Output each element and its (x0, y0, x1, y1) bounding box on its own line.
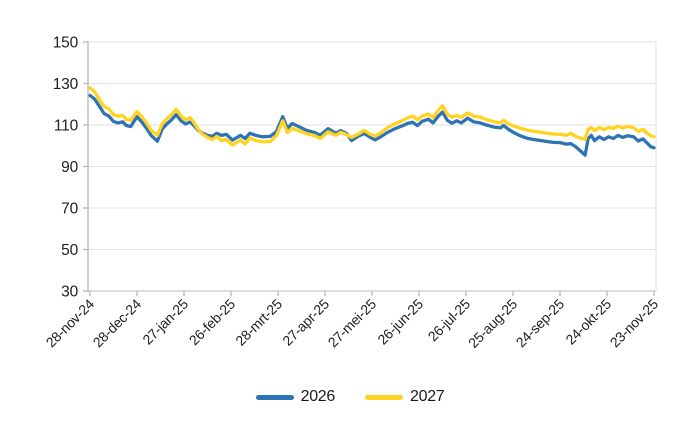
series-2026-line (88, 93, 656, 157)
y-tick-label: 50 (61, 242, 78, 259)
legend-swatch (255, 394, 294, 400)
y-tick-label: 150 (53, 35, 79, 52)
legend-label: 2027 (410, 388, 445, 405)
y-tick-label: 70 (61, 201, 78, 218)
x-tick-label: 25-aug-25 (465, 296, 520, 351)
x-tick-label: 28-dec-24 (89, 296, 144, 351)
legend-swatch (365, 394, 403, 400)
chart-legend: 2026 2027 (0, 388, 700, 406)
legend-item-2026: 2026 (255, 388, 336, 406)
legend-item-2027: 2027 (365, 388, 445, 406)
x-tick-label: 26-jun-25 (374, 296, 426, 348)
y-tick-label: 90 (61, 159, 78, 176)
y-tick-label: 110 (54, 118, 79, 135)
series-2027-line (88, 86, 656, 147)
x-tick-label: 26-jul-25 (425, 296, 474, 345)
y-tick-label: 30 (61, 284, 78, 301)
x-tick-label: 23-nov-25 (606, 296, 661, 351)
x-tick-label: 28-nov-24 (42, 296, 97, 351)
x-tick-label: 27-apr-25 (279, 296, 332, 349)
x-tick-label: 27-mei-25 (325, 296, 380, 351)
x-tick-label: 28-mrt-25 (232, 296, 285, 349)
y-tick-label: 130 (53, 76, 79, 93)
x-tick-label: 27-jan-25 (139, 296, 191, 348)
legend-label: 2026 (300, 388, 336, 405)
x-tick-label: 24-sep-25 (512, 296, 567, 351)
line-chart: 30 50 70 90 110 130 150 28-nov-2428-dec-2427-ja… (42, 35, 661, 351)
x-tick-label: 26-feb-25 (186, 296, 239, 349)
